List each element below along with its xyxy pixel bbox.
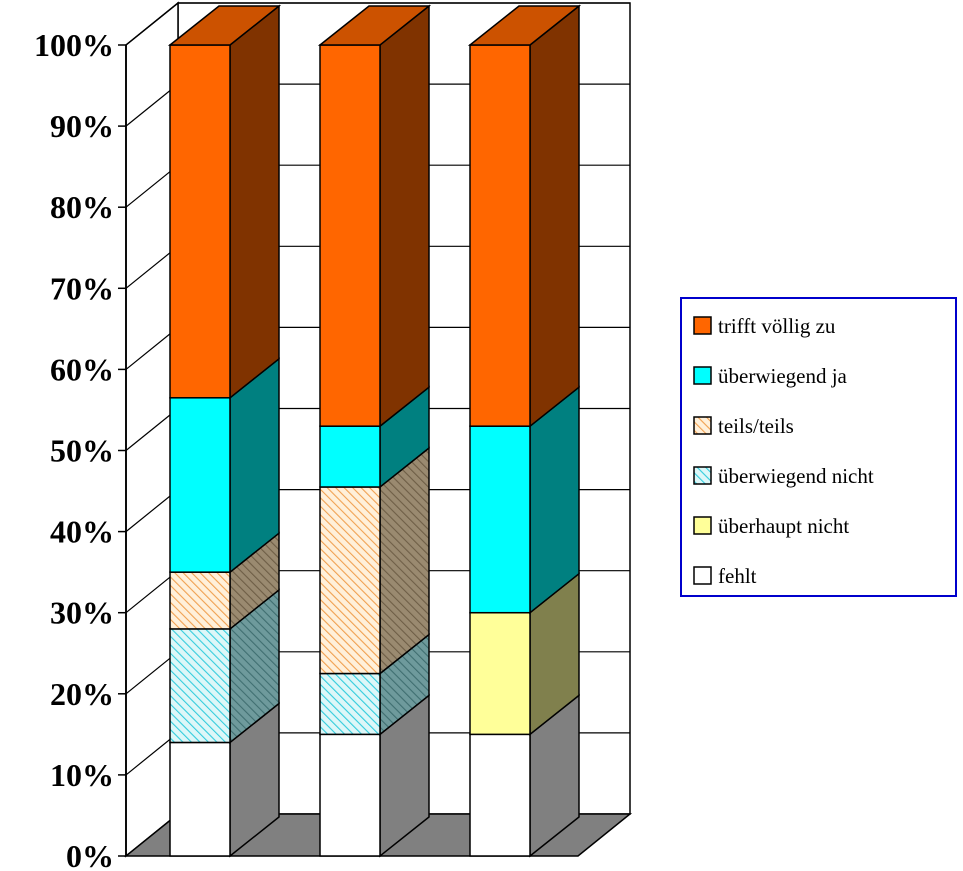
y-tick-label: 30% (50, 595, 114, 631)
y-tick-label: 20% (50, 676, 114, 712)
bar-stack (467, 4, 582, 858)
legend-swatch (693, 316, 712, 335)
legend-entry: fehlt (718, 564, 757, 588)
bar-segment (319, 425, 381, 488)
legend: trifft völlig zu überwiegend ja teils/teil… (680, 297, 957, 597)
bar-segment-side (529, 4, 580, 428)
bar-segment (319, 672, 381, 736)
y-axis: 0% 10% 20% 30% 40% 50% 60% 70% 80% 90% 100% (34, 27, 127, 871)
bar-top (167, 5, 282, 46)
legend-entry: überhaupt nicht (718, 514, 849, 538)
y-tick-label: 40% (50, 514, 114, 550)
bar-segment (469, 733, 531, 857)
bar-stack (317, 4, 432, 858)
bar-segment-side (379, 4, 430, 428)
legend-swatch (693, 466, 712, 485)
legend-entry: trifft völlig zu (718, 314, 836, 338)
y-tick-label: 90% (50, 108, 114, 144)
bar-segment (319, 486, 381, 675)
legend-swatch (693, 366, 712, 385)
legend-entry: teils/teils (718, 414, 794, 438)
bar-segment (319, 733, 381, 857)
y-tick-label: 70% (50, 270, 114, 306)
y-tick-label: 100% (34, 27, 114, 63)
legend-entry: überwiegend nicht (718, 464, 874, 488)
gridline-side (125, 2, 179, 46)
bar-segment (469, 44, 531, 427)
legend-swatch (693, 416, 712, 435)
bar-segment (169, 741, 231, 857)
bar-segment (319, 44, 381, 427)
bar-segment-side (229, 4, 280, 400)
y-tick-label: 10% (50, 757, 114, 793)
bar-segment (469, 425, 531, 614)
bar-segment (169, 628, 231, 744)
bar-segment (169, 44, 231, 399)
legend-entry: überwiegend ja (718, 364, 848, 388)
y-tick-label: 60% (50, 351, 114, 387)
legend-box (680, 297, 957, 597)
bar-stack (167, 4, 282, 858)
bar-segment (469, 611, 531, 736)
y-tick-label: 0% (66, 838, 114, 871)
y-tick-label: 80% (50, 189, 114, 225)
bar-segment (169, 397, 231, 573)
legend-swatch (693, 516, 712, 535)
bar-segment (169, 571, 231, 630)
y-tick-label: 50% (50, 433, 114, 469)
bar-top (467, 5, 582, 46)
bar-top (317, 5, 432, 46)
legend-swatch (693, 566, 712, 585)
bars (167, 4, 582, 858)
